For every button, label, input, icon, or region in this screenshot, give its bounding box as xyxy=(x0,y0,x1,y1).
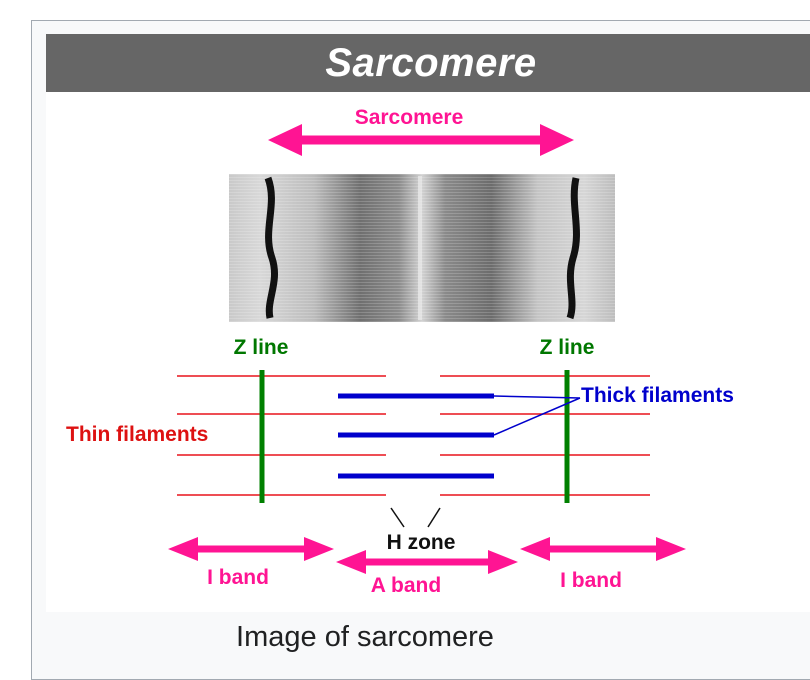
i-band-right-label: I band xyxy=(560,569,622,592)
infobox-caption: Image of sarcomere xyxy=(46,612,810,662)
i-band-right-arrow xyxy=(520,537,686,561)
h-zone-label: H zone xyxy=(387,531,456,554)
thick-filaments-pointer xyxy=(493,395,581,436)
i-band-left-arrow xyxy=(168,537,334,561)
thin-filaments xyxy=(177,375,650,496)
sarcomere-diagram: Sarcomere Z line Z line xyxy=(46,92,810,612)
i-band-left-label: I band xyxy=(207,566,269,589)
z-line-right-label: Z line xyxy=(540,336,595,359)
micrograph-image xyxy=(229,174,615,322)
a-band-label: A band xyxy=(371,574,441,597)
thin-filaments-label: Thin filaments xyxy=(66,423,208,446)
thick-filaments-label: Thick filaments xyxy=(581,384,734,407)
infobox-title-bar: Sarcomere xyxy=(46,34,810,92)
sarcomere-arrow xyxy=(268,124,574,156)
caption-text: Image of sarcomere xyxy=(236,620,494,653)
a-band-arrow xyxy=(336,550,518,574)
z-line-left-label: Z line xyxy=(234,336,289,359)
sarcomere-diagram-svg: Sarcomere Z line Z line xyxy=(66,106,734,597)
thick-filaments xyxy=(338,393,494,479)
sarcomere-label: Sarcomere xyxy=(355,106,464,129)
infobox-title: Sarcomere xyxy=(325,40,537,85)
h-zone-pointer xyxy=(390,507,441,528)
